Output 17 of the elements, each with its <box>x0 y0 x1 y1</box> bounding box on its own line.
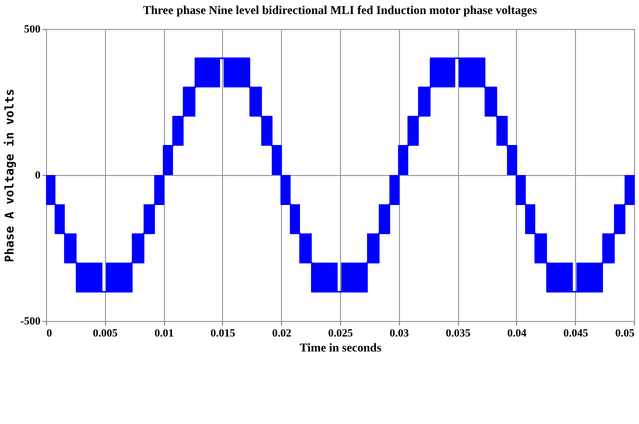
y-tick-label: 0 <box>35 170 41 182</box>
x-tick-label: 0.04 <box>507 328 528 340</box>
x-tick-label: 0 <box>46 328 52 340</box>
x-tick-label: 0.015 <box>210 328 236 340</box>
y-tick-label: 500 <box>24 24 41 36</box>
chart-title: Three phase Nine level bidirectional MLI fed Induction motor phase voltages <box>142 3 538 17</box>
x-tick-label: 0.025 <box>328 328 354 340</box>
x-tick-label: 0.02 <box>272 328 292 340</box>
x-tick-label: 0.05 <box>615 328 635 340</box>
x-tick-label: 0.01 <box>154 328 174 340</box>
x-tick-label: 0.045 <box>563 328 589 340</box>
y-tick-label: -500 <box>20 316 41 328</box>
x-tick-label: 0.005 <box>92 328 118 340</box>
x-tick-label: 0.035 <box>446 328 471 340</box>
y-axis-title: Phase A voltage in volts <box>2 88 16 262</box>
x-axis-title: Time in seconds <box>300 340 382 354</box>
x-tick-label: 0.03 <box>390 328 410 340</box>
